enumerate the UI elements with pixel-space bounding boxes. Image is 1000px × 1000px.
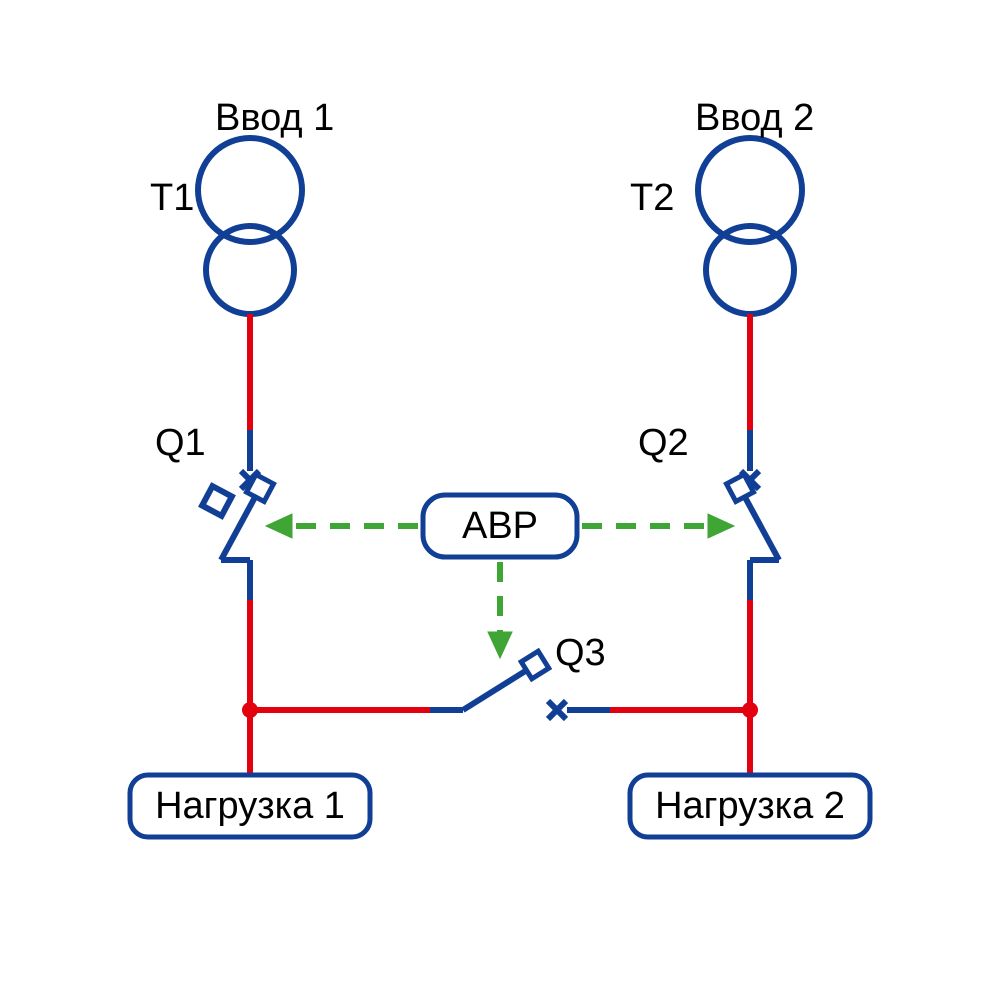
breaker-q3 xyxy=(463,665,535,710)
t2-label: T2 xyxy=(630,177,674,219)
load2-label: Нагрузка 2 xyxy=(655,785,845,827)
q1-label: Q1 xyxy=(155,422,206,464)
q3-x-mark xyxy=(548,701,566,719)
input2-label: Ввод 2 xyxy=(695,97,814,139)
single-line-diagram: АВР Нагрузка 1 Нагрузка 2 Ввод 1 Ввод 2 … xyxy=(0,0,1000,1000)
t1-label: T1 xyxy=(150,177,194,219)
load1-label: Нагрузка 1 xyxy=(155,785,345,827)
q3-tip-square xyxy=(521,651,549,679)
input1-label: Ввод 1 xyxy=(215,97,334,139)
q2-label: Q2 xyxy=(638,422,689,464)
transformer-t2 xyxy=(698,138,802,314)
q3-label: Q3 xyxy=(555,632,606,674)
transformer-t1 xyxy=(198,138,302,314)
avr-label: АВР xyxy=(462,505,538,547)
